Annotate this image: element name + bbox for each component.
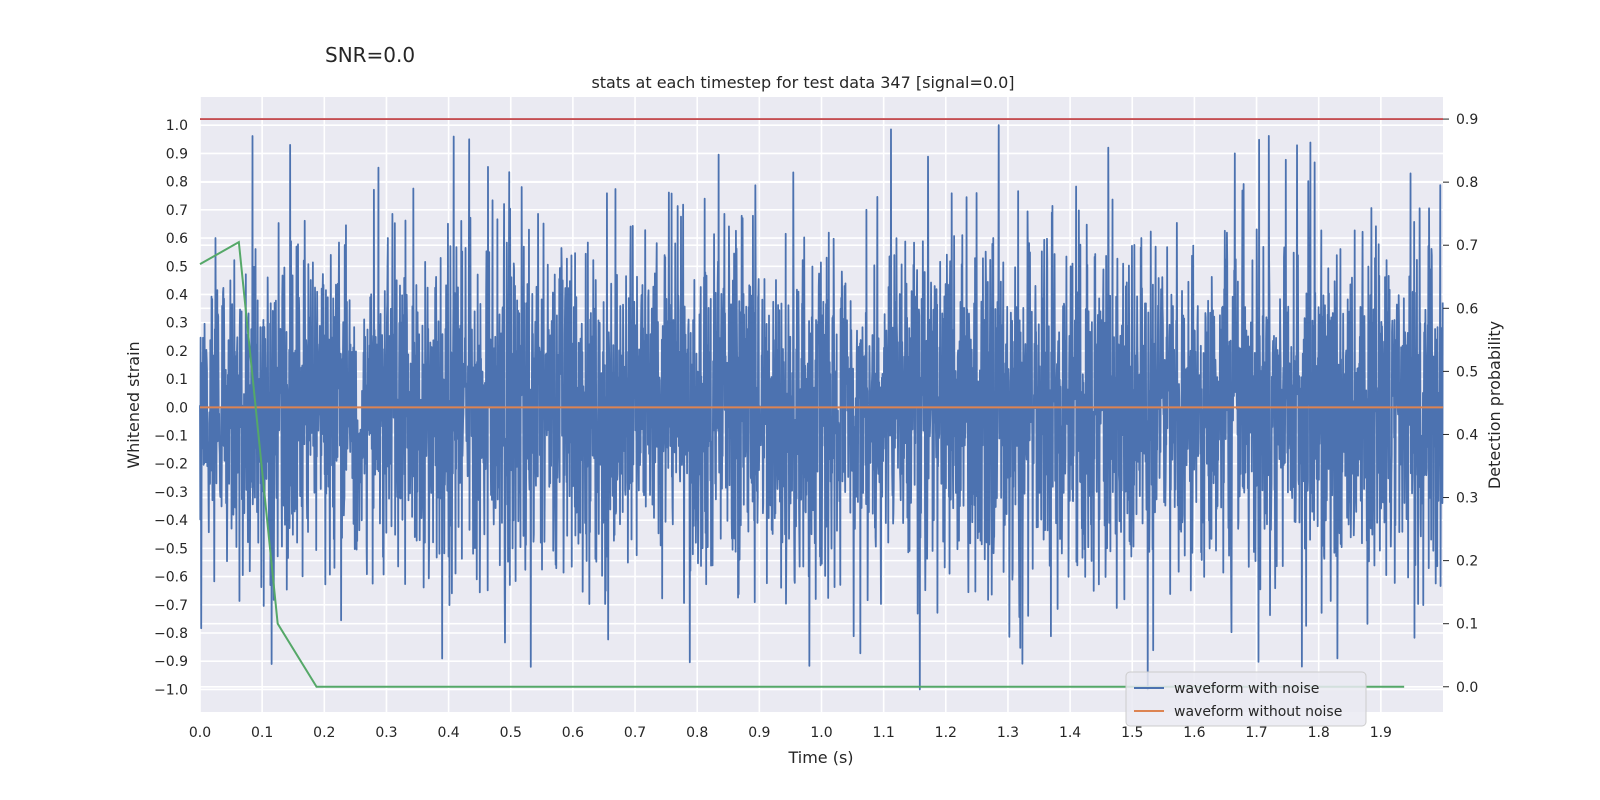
y-tick-label: −0.1	[154, 429, 188, 445]
y-ticks: −1.0 −0.9 −0.8 −0.7 −0.6 −0.5 −0.4 −0.3 −0.2 −0.1…	[154, 118, 188, 698]
y-tick-label: −0.4	[154, 513, 188, 529]
y2-tick-label: 0.1	[1456, 617, 1478, 633]
x-tick-label: 0.1	[251, 725, 273, 741]
x-tick-label: 1.1	[873, 725, 895, 741]
y2-ticks: 0.0 0.1 0.2 0.3 0.4 0.5 0.6 0.7 0.8 0.9	[1443, 112, 1478, 696]
y2-tick-label: 0.7	[1456, 238, 1478, 254]
y-tick-label: −0.2	[154, 457, 188, 473]
legend-label: waveform with noise	[1174, 681, 1319, 697]
y-tick-label: 0.7	[166, 203, 188, 219]
x-tick-label: 1.3	[997, 725, 1019, 741]
series-layer	[199, 118, 1444, 691]
y-tick-label: 0.0	[166, 400, 188, 416]
y-tick-label: 0.1	[166, 372, 188, 388]
x-tick-label: 1.4	[1059, 725, 1081, 741]
y2-axis-label: Detection probability	[1485, 321, 1504, 489]
y2-tick-label: 0.6	[1456, 301, 1478, 317]
x-tick-label: 1.8	[1308, 725, 1330, 741]
y-tick-label: 1.0	[166, 118, 188, 134]
series-detection-probability	[199, 240, 1405, 688]
x-ticks: 0.0 0.1 0.2 0.3 0.4 0.5 0.6 0.7 0.8 0.9 1.0 1.1 1.2 1…	[189, 725, 1392, 741]
x-tick-label: 1.5	[1121, 725, 1143, 741]
y-tick-label: −0.8	[154, 626, 188, 642]
x-axis-label: Time (s)	[787, 748, 853, 767]
x-tick-label: 0.9	[748, 725, 770, 741]
x-tick-label: 1.0	[810, 725, 832, 741]
x-tick-label: 1.2	[935, 725, 957, 741]
x-tick-label: 0.2	[313, 725, 335, 741]
y-tick-label: 0.8	[166, 175, 188, 191]
y2-tick-label: 0.0	[1456, 680, 1478, 696]
x-tick-label: 0.3	[375, 725, 397, 741]
y-tick-label: 0.9	[166, 146, 188, 162]
y-tick-label: −0.3	[154, 485, 188, 501]
x-tick-label: 1.6	[1183, 725, 1205, 741]
x-tick-label: 0.4	[437, 725, 459, 741]
y-tick-label: −0.5	[154, 541, 188, 557]
legend: waveform with noise waveform without nois…	[1125, 671, 1367, 727]
y-tick-label: −0.6	[154, 570, 188, 586]
y2-tick-label: 0.2	[1456, 554, 1478, 570]
legend-box	[1125, 671, 1367, 727]
y-tick-label: 0.3	[166, 316, 188, 332]
chart-suptitle: SNR=0.0	[325, 43, 415, 67]
chart-title: stats at each timestep for test data 347…	[591, 73, 1014, 92]
x-tick-label: 1.9	[1370, 725, 1392, 741]
x-tick-label: 1.7	[1245, 725, 1267, 741]
y2-tick-label: 0.5	[1456, 364, 1478, 380]
x-tick-label: 0.8	[686, 725, 708, 741]
y2-tick-label: 0.4	[1456, 427, 1478, 443]
y-tick-label: −0.7	[154, 598, 188, 614]
series-waveform-with-noise	[199, 124, 1444, 691]
y-tick-label: 0.4	[166, 287, 188, 303]
legend-label: waveform without noise	[1174, 704, 1342, 720]
y2-tick-label: 0.3	[1456, 491, 1478, 507]
y-axis-label: Whitened strain	[124, 341, 143, 468]
y-tick-label: 0.2	[166, 344, 188, 360]
y-tick-label: −0.9	[154, 654, 188, 670]
x-tick-label: 0.0	[189, 725, 211, 741]
x-tick-label: 0.5	[500, 725, 522, 741]
x-tick-label: 0.6	[562, 725, 584, 741]
x-tick-label: 0.7	[624, 725, 646, 741]
y-tick-label: 0.6	[166, 231, 188, 247]
y-tick-label: 0.5	[166, 259, 188, 275]
y2-tick-label: 0.9	[1456, 112, 1478, 128]
y-tick-label: −1.0	[154, 682, 188, 698]
y2-tick-label: 0.8	[1456, 175, 1478, 191]
